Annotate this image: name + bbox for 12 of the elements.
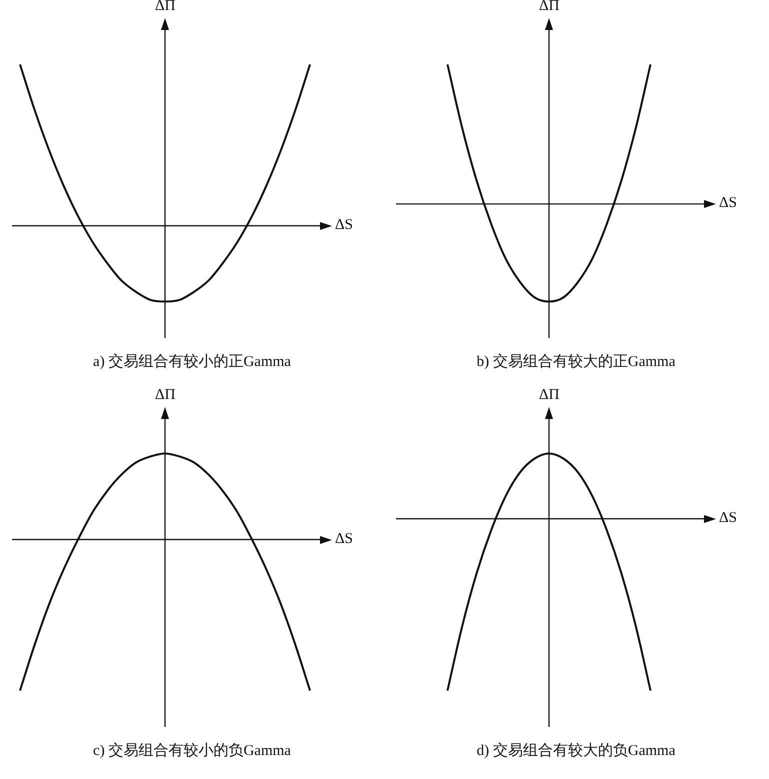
text: b) 交易组合有较大的正Gamma xyxy=(476,352,676,371)
y-axis-title: ΔΠ xyxy=(155,387,176,404)
x-axis-title: ΔS xyxy=(335,217,353,234)
text: c) 交易组合有较小的负Gamma xyxy=(92,741,292,760)
y-axis-title: ΔΠ xyxy=(155,0,176,15)
text: a) 交易组合有较小的正Gamma xyxy=(92,352,292,371)
y-axis-title: ΔΠ xyxy=(539,387,560,404)
y-axis-title: ΔΠ xyxy=(539,0,560,15)
x-axis-title: ΔS xyxy=(335,531,353,548)
text: d) 交易组合有较大的负Gamma xyxy=(476,741,676,760)
x-axis-title: ΔS xyxy=(719,510,737,528)
x-axis-title: ΔS xyxy=(719,195,737,212)
